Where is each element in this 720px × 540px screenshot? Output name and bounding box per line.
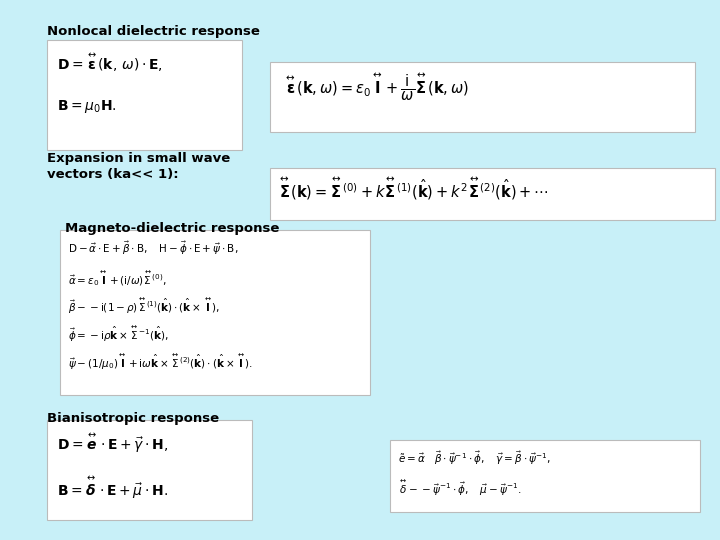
FancyBboxPatch shape — [60, 230, 370, 395]
FancyBboxPatch shape — [270, 168, 715, 220]
Text: $\vec{\phi}=-\mathrm{i}\rho\hat{\mathbf{k}}\times\overset{\leftrightarrow}{\Sigm: $\vec{\phi}=-\mathrm{i}\rho\hat{\mathbf{… — [68, 324, 168, 344]
Text: $\mathbf{D} = \overset{\leftrightarrow}{\boldsymbol{\varepsilon}}(\mathbf{k},\,\: $\mathbf{D} = \overset{\leftrightarrow}{… — [57, 52, 163, 74]
Text: Magneto-dielectric response: Magneto-dielectric response — [65, 222, 279, 235]
Text: $\overset{\leftrightarrow}{\boldsymbol{\Sigma}}(\mathbf{k})=\overset{\leftrighta: $\overset{\leftrightarrow}{\boldsymbol{\… — [278, 176, 549, 202]
Text: $\overset{\leftrightarrow}{\delta}--\vec{\psi}^{-1}\cdot\vec{\phi},\quad\vec{\mu: $\overset{\leftrightarrow}{\delta}--\vec… — [398, 478, 521, 498]
Text: $\mathrm{D}-\vec{\alpha}\cdot\mathrm{E}+\vec{\beta}\cdot\mathrm{B},\quad\mathrm{: $\mathrm{D}-\vec{\alpha}\cdot\mathrm{E}+… — [68, 240, 238, 258]
Text: Nonlocal dielectric response: Nonlocal dielectric response — [47, 25, 260, 38]
Text: Expansion in small wave: Expansion in small wave — [47, 152, 230, 165]
Text: $\vec{\beta}--\mathrm{i}(1-\rho)\overset{\leftrightarrow}{\Sigma}^{(1)}(\hat{\ma: $\vec{\beta}--\mathrm{i}(1-\rho)\overset… — [68, 296, 220, 316]
FancyBboxPatch shape — [47, 40, 242, 150]
Text: $\mathbf{B} = \mu_0\mathbf{H}.$: $\mathbf{B} = \mu_0\mathbf{H}.$ — [57, 98, 117, 115]
Text: $\vec{\psi}-(1/\mu_0)\overset{\leftrightarrow}{\mathbf{I}}+\mathrm{i}\omega\hat{: $\vec{\psi}-(1/\mu_0)\overset{\leftright… — [68, 352, 253, 372]
Text: $\vec{\alpha}=\varepsilon_0\overset{\leftrightarrow}{\mathbf{I}}+(\mathrm{i}/\om: $\vec{\alpha}=\varepsilon_0\overset{\lef… — [68, 268, 167, 288]
FancyBboxPatch shape — [47, 420, 252, 520]
Text: $\mathbf{D}=\overset{\leftrightarrow}{\boldsymbol{e}}\cdot\mathbf{E}+\vec{\gamma: $\mathbf{D}=\overset{\leftrightarrow}{\b… — [57, 432, 168, 455]
Text: $\mathbf{B}=\overset{\leftrightarrow}{\boldsymbol{\delta}}\cdot\mathbf{E}+\vec{\: $\mathbf{B}=\overset{\leftrightarrow}{\b… — [57, 475, 168, 501]
Text: $\tilde{e}=\vec{\alpha}\quad\vec{\beta}\cdot\vec{\psi}^{-1}\cdot\vec{\phi},\quad: $\tilde{e}=\vec{\alpha}\quad\vec{\beta}\… — [398, 450, 551, 468]
FancyBboxPatch shape — [390, 440, 700, 512]
FancyBboxPatch shape — [270, 62, 695, 132]
Text: Bianisotropic response: Bianisotropic response — [47, 412, 219, 425]
Text: $\overset{\leftrightarrow}{\boldsymbol{\varepsilon}}(\mathbf{k},\omega)=\varepsi: $\overset{\leftrightarrow}{\boldsymbol{\… — [284, 72, 469, 103]
Text: vectors (ka<< 1):: vectors (ka<< 1): — [47, 168, 179, 181]
